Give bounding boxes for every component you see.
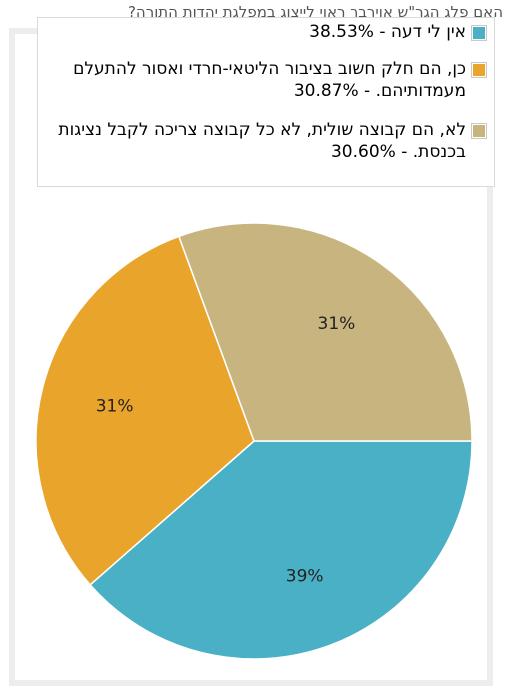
pie-slice-no[interactable] (177, 222, 473, 442)
legend-item-no-opinion[interactable]: אין לי דעה - 38.53% (46, 21, 486, 43)
pie-slice-no-opinion[interactable] (89, 440, 473, 660)
legend-swatch-yes (472, 63, 486, 77)
legend-item-no[interactable]: לא, הם קבוצה שולית, לא כל קבוצה צריכה לק… (46, 119, 486, 163)
legend-swatch-no-opinion (472, 26, 486, 40)
legend-label-yes: כן, הם חלק חשוב בציבור הליטאי-חרדי ואסור… (73, 59, 466, 101)
poll-question: האם פלג הגר"ש אוירבך ראוי לייצוג במפלגת … (127, 3, 503, 21)
legend-label-no-opinion: אין לי דעה - 38.53% (309, 22, 466, 42)
legend-item-yes[interactable]: כן, הם חלק חשוב בציבור הליטאי-חרדי ואסור… (46, 58, 486, 102)
pie-label-yes: 31% (96, 397, 134, 417)
chart-legend: אין לי דעה - 38.53% כן, הם חלק חשוב בציב… (37, 17, 495, 187)
legend-swatch-no (472, 124, 486, 138)
pie-label-no: 31% (318, 314, 356, 334)
legend-label-no: לא, הם קבוצה שולית, לא כל קבוצה צריכה לק… (58, 120, 466, 162)
pie-slice-yes[interactable] (35, 235, 255, 586)
pie-label-no-opinion: 39% (286, 567, 324, 587)
